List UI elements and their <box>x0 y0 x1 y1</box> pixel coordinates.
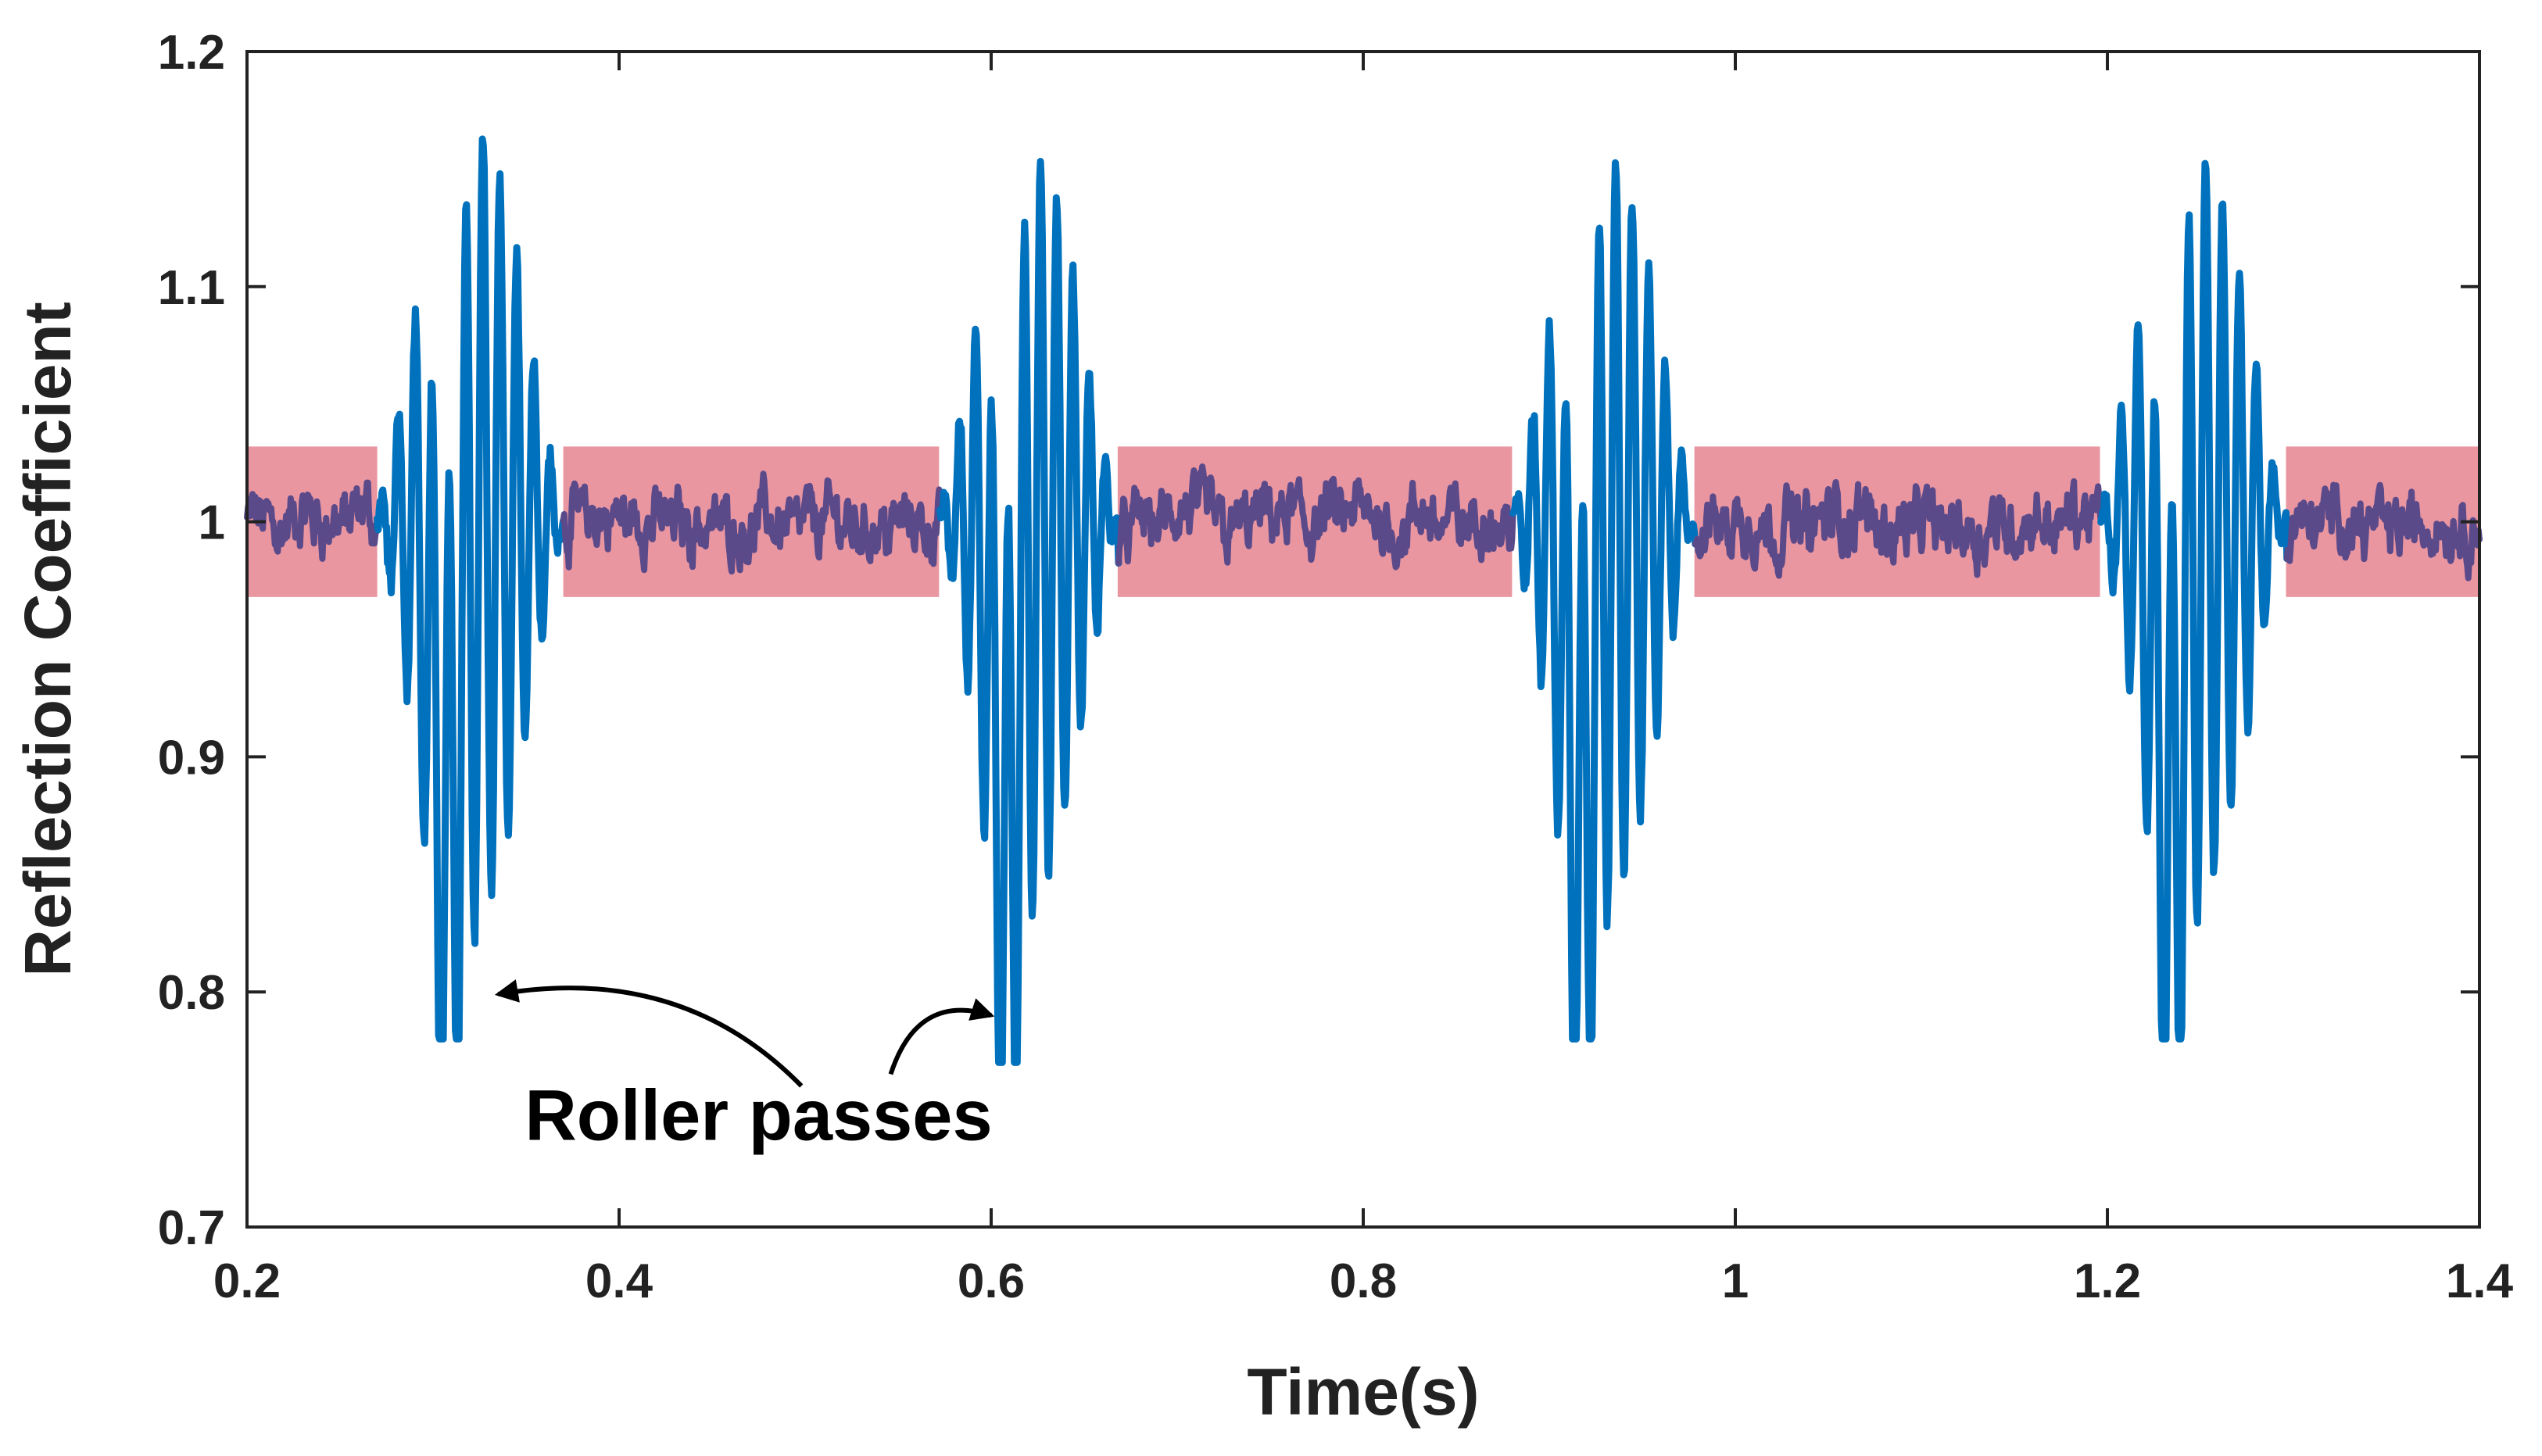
x-axis-label: Time(s) <box>1247 1355 1479 1429</box>
annotation-layer: Roller passes <box>494 979 995 1156</box>
x-axis-ticks: 0.2 0.4 0.6 0.8 1 1.2 1.4 <box>213 52 2514 1308</box>
baseline-line-1 <box>244 479 381 562</box>
roller-pass-line-3 <box>1509 159 1699 1043</box>
annotation-text: Roller passes <box>525 1076 992 1156</box>
baseline-line-5 <box>2283 481 2483 581</box>
baseline-line-2 <box>560 470 943 575</box>
x-tick-label: 0.8 <box>1330 1254 1397 1308</box>
y-tick-label: 0.8 <box>158 966 225 1020</box>
roller-pass-line-2 <box>936 158 1122 1066</box>
annotation-arrow-1 <box>494 979 804 1088</box>
y-tick-label: 0.9 <box>158 731 225 785</box>
y-tick-label: 0.7 <box>158 1201 225 1255</box>
x-tick-label: 1.2 <box>2074 1254 2141 1308</box>
annotation-arrow-2 <box>888 998 995 1075</box>
x-tick-label: 0.6 <box>958 1254 1025 1308</box>
x-tick-label: 0.4 <box>585 1254 653 1308</box>
roller-pass-line-1 <box>374 135 567 1043</box>
y-tick-label: 1 <box>199 496 225 550</box>
x-tick-label: 0.2 <box>213 1254 281 1308</box>
y-axis-ticks: 0.7 0.8 0.9 1 1.1 1.2 <box>158 26 2479 1255</box>
x-tick-label: 1.4 <box>2446 1254 2514 1308</box>
x-tick-label: 1 <box>1722 1254 1749 1308</box>
y-tick-label: 1.2 <box>158 26 225 80</box>
y-axis-label: Reflection Coefficient <box>11 302 84 976</box>
y-tick-label: 1.1 <box>158 261 225 315</box>
signal-series-layer <box>244 135 2483 1066</box>
baseline-line-3 <box>1115 463 1516 571</box>
baseline-line-4 <box>1692 478 2104 579</box>
roller-pass-line-4 <box>2097 159 2291 1043</box>
